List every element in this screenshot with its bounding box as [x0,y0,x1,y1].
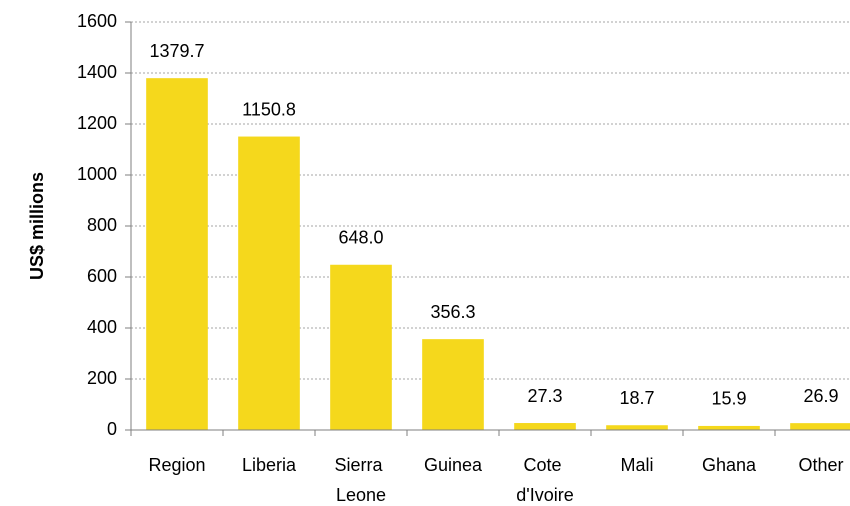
x-tick-label: Region [148,455,205,475]
y-tick-label: 1400 [77,62,117,82]
y-tick-label: 400 [87,317,117,337]
data-label: 1150.8 [242,99,296,119]
y-tick-label: 1000 [77,164,117,184]
y-tick-label: 800 [87,215,117,235]
data-label: 648.0 [338,228,383,248]
data-label: 26.9 [803,386,838,406]
bar [698,425,760,430]
bar [514,423,576,430]
bar [146,78,208,430]
x-tick-label: Guinea [424,455,483,475]
x-tick-label: Liberia [242,455,297,475]
bar [330,264,392,430]
data-label: 15.9 [711,389,746,409]
y-tick-label: 1600 [77,11,117,31]
data-label: 18.7 [619,388,654,408]
data-label: 356.3 [430,302,475,322]
bar [790,423,850,430]
x-tick-label: Other [798,455,843,475]
data-label: 1379.7 [149,41,204,61]
y-axis-label: US$ millions [27,172,47,280]
x-tick-label: Ghana [702,455,757,475]
bar [422,339,484,430]
y-tick-label: 0 [107,419,117,439]
x-tick-label: Mali [620,455,653,475]
y-tick-label: 200 [87,368,117,388]
bar [606,425,668,430]
data-label: 27.3 [527,386,562,406]
x-tick-label: Sierra Leone [334,455,387,505]
y-tick-label: 600 [87,266,117,286]
x-tick-label: Cote d'Ivoire [516,455,573,505]
bar [238,136,300,430]
y-tick-label: 1200 [77,113,117,133]
